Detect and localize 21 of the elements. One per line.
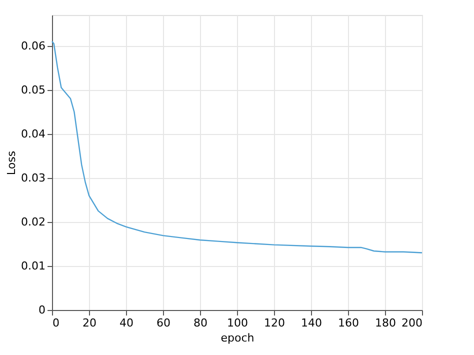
y-tick-label: 0.04 xyxy=(21,127,46,140)
y-tick-label: 0.02 xyxy=(21,215,46,228)
y-tick-label: 0.03 xyxy=(21,171,46,184)
x-tick-label: 80 xyxy=(194,316,208,330)
x-tick-label: 140 xyxy=(301,316,322,330)
x-axis-title: epoch xyxy=(220,332,254,344)
y-tick-label: 0.06 xyxy=(21,39,46,52)
x-tick-label: 0 xyxy=(52,316,60,330)
y-tick-label: 0 xyxy=(38,304,46,316)
y-tick-label: 0.05 xyxy=(21,83,46,96)
x-tick-label: 180 xyxy=(375,316,396,330)
x-tick-label: 100 xyxy=(227,316,248,330)
x-tick-label: 120 xyxy=(264,316,285,330)
x-tick-label: 160 xyxy=(338,316,359,330)
x-tick-label: 20 xyxy=(82,316,96,330)
x-tick-label: 40 xyxy=(120,316,134,330)
x-tick-label: 200 xyxy=(402,316,422,330)
y-axis-title: Loss xyxy=(5,150,18,176)
y-tick-label: 0.01 xyxy=(21,259,46,272)
x-tick-label: 60 xyxy=(156,316,170,330)
line-series xyxy=(51,40,423,254)
